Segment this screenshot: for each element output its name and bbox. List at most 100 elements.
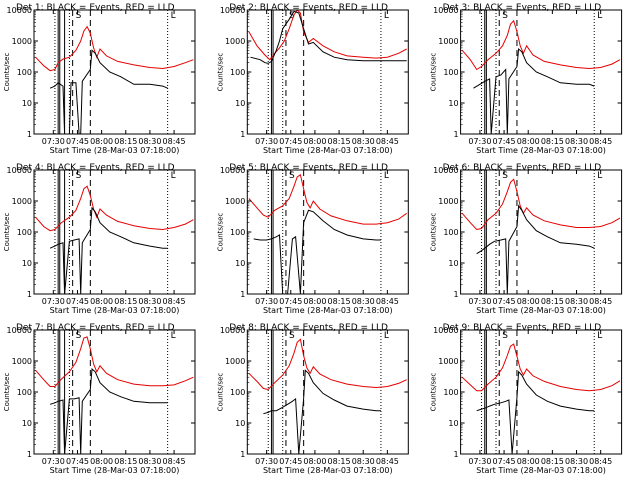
marker-label-l: L	[384, 11, 389, 21]
x-axis-label: Start Time (28-Mar-03 07:18:00)	[263, 146, 393, 155]
x-tick-label: 08:00	[517, 457, 540, 466]
panel-title: Det 5: BLACK = Events, RED = LLD	[229, 163, 388, 173]
panel-title: Det 3: BLACK = Events, RED = LLD	[443, 3, 602, 13]
y-axis-label: Counts/sec	[216, 213, 224, 252]
y-tick-label: 1	[240, 450, 245, 459]
x-tick-label: 07:45	[66, 137, 89, 146]
y-tick-label: 10000	[433, 326, 458, 335]
y-tick-label: 100	[17, 388, 32, 397]
y-axis-label: Counts/sec	[3, 373, 11, 412]
x-tick-label: 07:45	[493, 297, 516, 306]
y-tick-label: 1000	[225, 37, 245, 46]
y-tick-label: 10000	[7, 166, 32, 175]
x-tick-label: 08:45	[163, 137, 186, 146]
marker-label-l: L	[171, 331, 176, 341]
x-tick-label: 08:00	[303, 137, 326, 146]
y-axis-label: Counts/sec	[3, 213, 11, 252]
marker-label-l: L	[171, 171, 176, 181]
series-lld	[35, 185, 194, 232]
panel-title: Det 7: BLACK = Events, RED = LLD	[16, 323, 175, 333]
x-tick-label: 08:45	[589, 137, 612, 146]
y-tick-label: 1000	[438, 357, 458, 366]
y-tick-label: 10	[448, 419, 458, 428]
x-tick-label: 07:30	[255, 137, 278, 146]
y-tick-label: 100	[443, 388, 458, 397]
marker-label-s: S	[289, 331, 295, 341]
x-tick-label: 07:45	[66, 457, 89, 466]
x-axis-label: Start Time (28-Mar-03 07:18:00)	[263, 466, 393, 475]
x-axis-label: Start Time (28-Mar-03 07:18:00)	[50, 146, 180, 155]
panel-title: Det 6: BLACK = Events, RED = LLD	[443, 163, 602, 173]
x-tick-label: 07:30	[42, 297, 65, 306]
y-tick-label: 100	[443, 228, 458, 237]
x-tick-label: 08:00	[90, 457, 113, 466]
x-tick-label: 08:15	[541, 297, 564, 306]
y-tick-label: 10	[235, 99, 245, 108]
x-axis-label: Start Time (28-Mar-03 07:18:00)	[50, 466, 180, 475]
y-tick-label: 1	[240, 130, 245, 139]
y-tick-label: 10	[235, 259, 245, 268]
x-tick-label: 08:45	[163, 457, 186, 466]
series-lld	[461, 178, 621, 231]
x-tick-label: 08:45	[376, 297, 399, 306]
x-tick-label: 08:15	[328, 137, 351, 146]
x-tick-label: 07:30	[42, 137, 65, 146]
y-tick-label: 1000	[438, 37, 458, 46]
y-tick-label: 100	[230, 388, 245, 397]
x-tick-label: 07:45	[493, 137, 516, 146]
y-tick-label: 100	[17, 228, 32, 237]
x-tick-label: 07:30	[468, 297, 491, 306]
panel-title: Det 2: BLACK = Events, RED = LLD	[229, 3, 388, 13]
marker-label-s: S	[289, 11, 295, 21]
x-tick-label: 08:00	[517, 137, 540, 146]
series-events	[49, 49, 168, 135]
marker-label-s: S	[76, 331, 82, 341]
x-tick-label: 08:30	[352, 297, 375, 306]
y-tick-label: 100	[443, 68, 458, 77]
y-tick-label: 100	[17, 68, 32, 77]
series-lld	[461, 343, 621, 392]
x-tick-label: 08:30	[565, 137, 588, 146]
panel-title: Det 1: BLACK = Events, RED = LLD	[16, 3, 175, 13]
x-axis-label: Start Time (28-Mar-03 07:18:00)	[476, 306, 606, 315]
y-tick-label: 10	[22, 259, 32, 268]
y-tick-label: 1	[454, 450, 459, 459]
x-tick-label: 08:30	[352, 457, 375, 466]
y-tick-label: 10000	[220, 6, 245, 15]
marker-label-s: S	[76, 11, 82, 21]
x-tick-label: 07:45	[279, 137, 302, 146]
y-tick-label: 10	[22, 99, 32, 108]
marker-label-l: L	[597, 11, 602, 21]
y-tick-label: 10000	[433, 6, 458, 15]
y-tick-label: 100	[230, 68, 245, 77]
panel-title: Det 4: BLACK = Events, RED = LLD	[16, 163, 175, 173]
x-tick-label: 08:15	[114, 457, 137, 466]
x-tick-label: 08:30	[565, 297, 588, 306]
y-axis-label: Counts/sec	[430, 53, 438, 92]
x-tick-label: 07:45	[279, 297, 302, 306]
series-events	[250, 10, 407, 64]
y-tick-label: 1000	[12, 37, 32, 46]
x-tick-label: 08:30	[138, 457, 161, 466]
x-tick-label: 08:45	[376, 457, 399, 466]
series-events	[473, 47, 595, 135]
x-tick-label: 07:30	[255, 297, 278, 306]
series-events	[263, 369, 381, 455]
x-tick-label: 08:15	[328, 457, 351, 466]
x-tick-label: 08:15	[114, 297, 137, 306]
marker-label-l: L	[171, 11, 176, 21]
series-events	[49, 206, 168, 295]
x-tick-label: 07:45	[493, 457, 516, 466]
x-axis-label: Start Time (28-Mar-03 07:18:00)	[50, 306, 180, 315]
y-tick-label: 10000	[7, 326, 32, 335]
x-tick-label: 08:30	[352, 137, 375, 146]
series-lld	[35, 25, 194, 72]
x-tick-label: 08:00	[303, 457, 326, 466]
